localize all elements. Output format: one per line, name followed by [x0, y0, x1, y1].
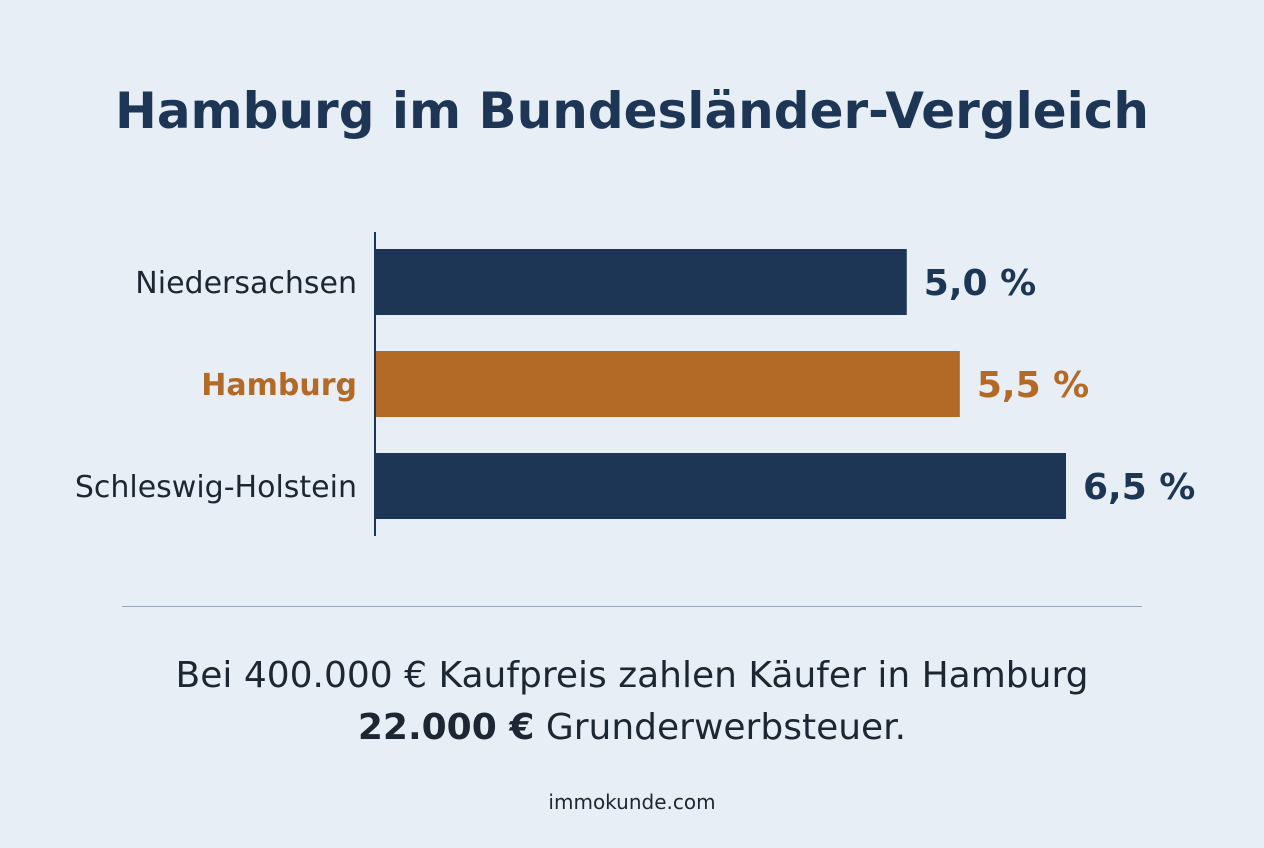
value-label-niedersachsen: 5,0 % — [924, 263, 1036, 304]
summary-line-2: 22.000 € Grunderwerbsteuer. — [0, 702, 1264, 754]
summary-amount: 22.000 € — [357, 707, 535, 748]
summary-line-2-rest: Grunderwerbsteuer. — [534, 707, 907, 748]
value-label-schleswig-holstein: 6,5 % — [1083, 467, 1195, 508]
bar-hamburg — [376, 351, 960, 417]
divider — [122, 606, 1142, 607]
value-label-hamburg: 5,5 % — [977, 365, 1089, 406]
category-label-schleswig-holstein: Schleswig-Holstein — [75, 470, 357, 505]
bar-niedersachsen — [376, 249, 907, 315]
category-label-hamburg: Hamburg — [201, 368, 357, 403]
category-label-niedersachsen: Niedersachsen — [135, 266, 357, 301]
summary-line-1: Bei 400.000 € Kaufpreis zahlen Käufer in… — [175, 655, 1089, 696]
source-credit: immokunde.com — [548, 790, 716, 814]
chart-title: Hamburg im Bundesländer-Vergleich — [114, 82, 1150, 140]
summary-text: Bei 400.000 € Kaufpreis zahlen Käufer in… — [0, 650, 1264, 754]
bar-schleswig-holstein — [376, 453, 1066, 519]
